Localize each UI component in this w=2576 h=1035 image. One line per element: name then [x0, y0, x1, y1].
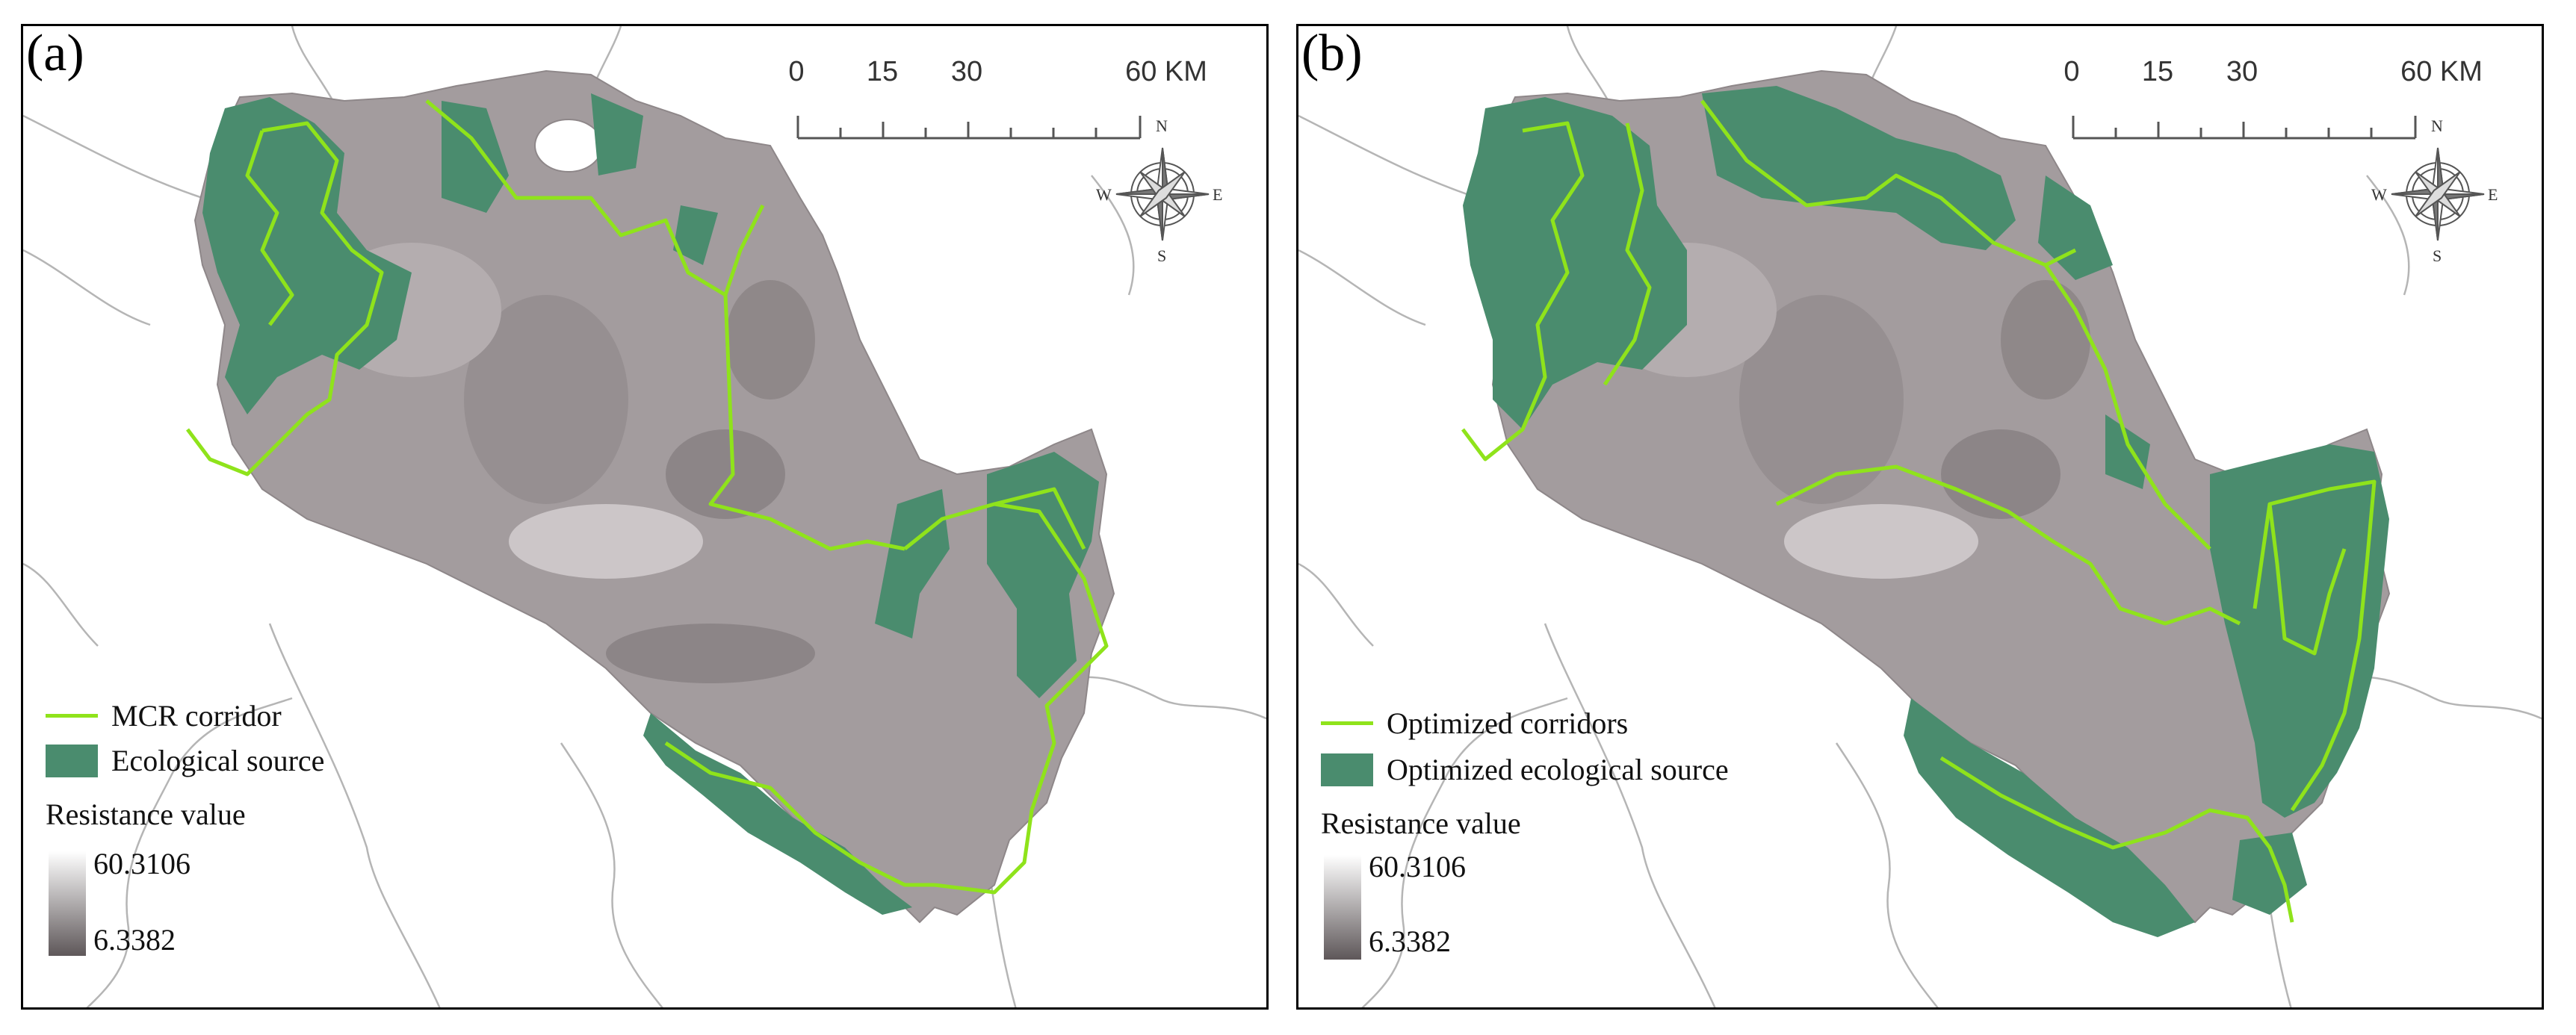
scale-tick-label: 30 [950, 56, 983, 87]
compass-east-label: E [2488, 185, 2498, 204]
compass-west-label: W [1096, 185, 1112, 204]
legend-resistance-title: Resistance value [1321, 806, 1521, 840]
legend-corridor-label: MCR corridor [111, 699, 282, 733]
map-canvas-b [1298, 26, 2542, 1007]
legend-source: Ecological source [46, 743, 324, 778]
compass-north-label: N [2431, 116, 2443, 135]
corridor-swatch [1321, 721, 1373, 725]
lake [534, 119, 603, 172]
compass-north-label: N [1156, 116, 1168, 135]
panel-label: (a) [26, 25, 84, 82]
compass-west-label: W [2371, 185, 2387, 204]
legend-corridor: MCR corridor [46, 698, 282, 733]
admin-boundaries [23, 26, 1266, 1007]
compass-south-label: S [1157, 246, 1167, 265]
scale-tick-label: 0 [788, 56, 805, 87]
legend-source-label: Optimized ecological source [1387, 753, 1729, 786]
map-legend: Optimized corridors Optimized ecological… [1321, 706, 1799, 1004]
legend-source-label: Ecological source [111, 744, 325, 777]
ecological-source-patches [202, 93, 1099, 915]
resistance-max-label: 60.3106 [93, 847, 191, 880]
scale-bar-ruler [2072, 116, 2417, 140]
compass-east-label: E [1213, 185, 1223, 204]
north-arrow-compass-icon: N S E W [2371, 116, 2501, 265]
source-swatch [1321, 753, 1373, 786]
resistance-max-label: 60.3106 [1369, 850, 1466, 883]
resistance-min-label: 6.3382 [1369, 924, 1451, 958]
scale-tick-label: 30 [2226, 56, 2258, 87]
corridor-swatch [46, 714, 98, 718]
panel-label: (b) [1301, 25, 1363, 82]
map-legend: MCR corridor Ecological source Resistanc… [46, 698, 464, 997]
legend-source: Optimized ecological source [1321, 752, 1729, 787]
corridor-lines [1461, 99, 2377, 923]
scale-bar-ruler [796, 116, 1142, 140]
scale-tick-label: 0 [2063, 56, 2080, 87]
map-panel-a: (a) 0 15 30 60 KM [21, 24, 1269, 1010]
scale-tick-label: 60 KM [1125, 56, 1207, 87]
scale-tick-label: 15 [2141, 56, 2174, 87]
corridor-lines [186, 99, 1109, 895]
source-swatch [46, 744, 98, 777]
north-arrow-compass-icon: N S E W [1096, 116, 1226, 265]
map-canvas-a [23, 26, 1266, 1007]
resistance-color-ramp [49, 851, 86, 956]
legend-corridor: Optimized corridors [1321, 706, 1628, 741]
resistance-min-label: 6.3382 [93, 923, 176, 957]
legend-corridor-label: Optimized corridors [1387, 706, 1629, 740]
scale-bar: 0 15 30 60 KM [2063, 56, 2483, 153]
legend-resistance-title: Resistance value [46, 798, 246, 831]
map-panel-b: (b) 0 15 30 60 KM [1296, 24, 2544, 1010]
scale-tick-label: 15 [866, 56, 899, 87]
scale-tick-label: 60 KM [2400, 56, 2483, 87]
scale-bar: 0 15 30 60 KM [788, 56, 1207, 153]
compass-south-label: S [2433, 246, 2442, 265]
resistance-color-ramp [1324, 855, 1361, 960]
